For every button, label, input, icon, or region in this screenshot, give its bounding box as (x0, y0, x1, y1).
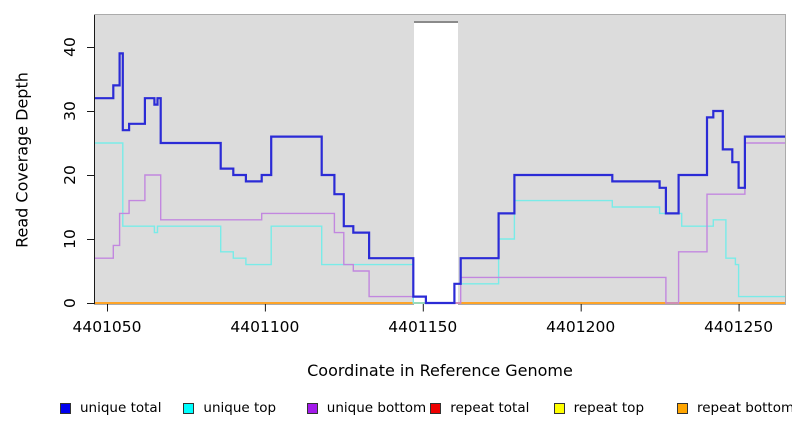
series-lines (95, 52, 785, 305)
x-tick-label: 4401050 (72, 318, 142, 336)
x-axis-title: Coordinate in Reference Genome (307, 361, 573, 380)
series-line-unique-total (95, 52, 785, 305)
legend-item-repeat-bottom: repeat bottom (677, 400, 792, 416)
y-tick-label: 40 (61, 37, 79, 57)
y-tick-label: 10 (61, 229, 79, 249)
x-tick-label: 4401200 (546, 318, 616, 336)
x-tick-label: 4401150 (388, 318, 458, 336)
y-tick-label: 20 (61, 165, 79, 185)
legend-label: repeat bottom (697, 400, 792, 416)
legend-label: unique total (80, 400, 162, 416)
legend-swatch-icon (183, 402, 195, 414)
y-tick-label: 0 (61, 298, 79, 308)
legend-item-repeat-total: repeat total (430, 400, 530, 416)
legend-item-unique-top: unique top (183, 400, 277, 416)
y-tick-label: 30 (61, 101, 79, 121)
legend-swatch-icon (430, 402, 442, 414)
y-axis-title: Read Coverage Depth (12, 72, 32, 248)
series-line-unique-bottom (95, 142, 785, 304)
legend-swatch-icon (306, 402, 318, 414)
legend-label: repeat total (450, 400, 530, 416)
legend-swatch-icon (553, 402, 565, 414)
legend-label: unique top (203, 400, 277, 416)
x-tick-label: 4401100 (230, 318, 300, 336)
legend-item-unique-total: unique total (60, 400, 162, 416)
series-line-unique-top (95, 142, 785, 304)
masked-region (413, 21, 459, 306)
x-tick-label: 4401250 (704, 318, 774, 336)
legend-item-unique-bottom: unique bottom (306, 400, 427, 416)
legend-swatch-icon (60, 402, 71, 414)
axis-ticks (87, 15, 740, 312)
legend-item-repeat-top: repeat top (553, 400, 645, 416)
legend-swatch-icon (677, 402, 688, 414)
legend-label: unique bottom (326, 400, 427, 416)
legend-label: repeat top (573, 400, 645, 416)
